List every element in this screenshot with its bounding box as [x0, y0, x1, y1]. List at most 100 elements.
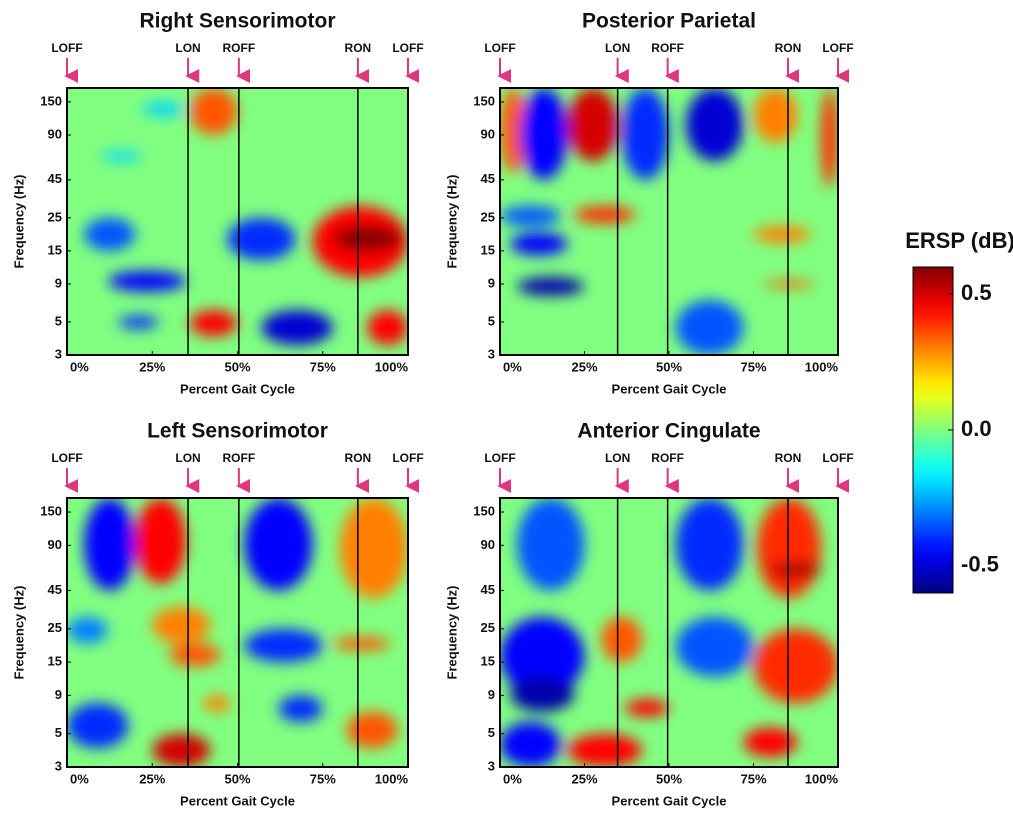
- y-tick-label: 45: [481, 171, 495, 186]
- x-axis-label: Percent Gait Cycle: [612, 793, 727, 808]
- heatmap-cell: [152, 606, 211, 644]
- y-axis-label: Frequency (Hz): [444, 175, 459, 269]
- x-tick-label: 25%: [139, 771, 165, 786]
- colorbar-tick-label: 0.0: [961, 416, 992, 441]
- heatmap-cell: [346, 711, 398, 749]
- heatmap-cell: [84, 217, 136, 251]
- heatmap-cell: [367, 310, 408, 346]
- y-tick-label: 3: [55, 346, 62, 361]
- y-tick-label: 5: [488, 313, 495, 328]
- heatmap-cell: [756, 498, 822, 599]
- event-label: RON: [775, 451, 802, 465]
- heatmap-cell: [84, 498, 136, 591]
- heatmap-cell: [500, 721, 561, 767]
- y-tick-label: 3: [488, 346, 495, 361]
- event-label: LOFF: [822, 41, 853, 55]
- y-tick-label: 5: [55, 313, 62, 328]
- event-label: LON: [175, 41, 200, 55]
- heatmap-cell: [500, 206, 561, 227]
- colorbar: [912, 266, 954, 594]
- y-tick-label: 25: [48, 209, 62, 224]
- event-label: LOFF: [392, 41, 423, 55]
- heatmap-cell: [821, 88, 838, 188]
- heatmap-cell: [753, 628, 838, 704]
- blobs: [67, 498, 408, 767]
- heatmap-cell: [332, 637, 391, 651]
- blobs: [84, 88, 408, 346]
- x-tick-label: 50%: [224, 359, 250, 374]
- chart-title: Left Sensorimotor: [147, 420, 328, 443]
- event-label: ROFF: [223, 451, 256, 465]
- heatmap-cell: [261, 310, 333, 346]
- x-tick-label: 0%: [503, 359, 522, 374]
- event-label: LOFF: [484, 451, 515, 465]
- chart-title: Right Sensorimotor: [139, 10, 335, 33]
- chart-title: Anterior Cingulate: [577, 420, 760, 443]
- x-axis-label: Percent Gait Cycle: [180, 793, 295, 808]
- heatmap-cell: [763, 280, 815, 288]
- y-tick-label: 90: [48, 126, 62, 141]
- event-label: RON: [775, 41, 802, 55]
- colorbar-title: ERSP (dB): [905, 228, 1013, 253]
- heatmap-cell: [169, 643, 221, 667]
- heatmap-cell: [339, 498, 408, 599]
- y-tick-label: 9: [488, 687, 495, 702]
- colorbar-tick-label: -0.5: [961, 552, 999, 577]
- x-tick-label: 75%: [740, 359, 766, 374]
- heatmap-cell: [500, 616, 585, 696]
- x-tick-label: 100%: [375, 771, 409, 786]
- event-label: LOFF: [51, 451, 82, 465]
- heatmap-cell: [625, 699, 670, 717]
- x-tick-label: 25%: [139, 359, 165, 374]
- x-tick-label: 100%: [805, 771, 839, 786]
- y-tick-label: 9: [55, 687, 62, 702]
- event-label: LOFF: [51, 41, 82, 55]
- y-axis-label: Frequency (Hz): [11, 586, 26, 680]
- x-tick-label: 25%: [571, 771, 597, 786]
- heatmap-cell: [189, 88, 238, 135]
- heatmap-cell: [101, 151, 143, 162]
- heatmap-cell: [332, 226, 402, 251]
- y-tick-label: 5: [488, 725, 495, 740]
- x-tick-label: 50%: [656, 771, 682, 786]
- heatmap-cell: [152, 733, 211, 767]
- x-tick-label: 50%: [656, 359, 682, 374]
- y-tick-label: 3: [488, 758, 495, 773]
- heatmap-cell: [500, 88, 528, 173]
- y-tick-label: 150: [473, 93, 495, 108]
- heatmap-cell: [142, 101, 187, 117]
- x-tick-label: 50%: [224, 771, 250, 786]
- heatmap-cell: [227, 217, 296, 261]
- heatmap-cell: [244, 498, 313, 591]
- heatmap-cell: [567, 88, 619, 162]
- event-label: LON: [605, 41, 630, 55]
- heatmap-cell: [516, 498, 585, 591]
- heatmap-cell: [189, 310, 238, 337]
- x-tick-label: 100%: [805, 359, 839, 374]
- y-tick-label: 150: [473, 503, 495, 518]
- event-label: RON: [345, 41, 372, 55]
- y-tick-label: 9: [55, 275, 62, 290]
- x-tick-label: 0%: [70, 771, 89, 786]
- event-label: LON: [175, 451, 200, 465]
- heatmap-cell: [743, 727, 798, 757]
- x-tick-label: 100%: [375, 359, 409, 374]
- heatmap-cell: [67, 616, 108, 644]
- y-tick-label: 15: [48, 654, 62, 669]
- event-label: LOFF: [484, 41, 515, 55]
- y-tick-label: 15: [481, 654, 495, 669]
- blobs: [500, 498, 838, 767]
- heatmap-cell: [510, 232, 568, 256]
- y-tick-label: 150: [40, 93, 62, 108]
- y-axis-label: Frequency (Hz): [444, 586, 459, 680]
- x-tick-label: 0%: [70, 359, 89, 374]
- x-tick-label: 0%: [503, 771, 522, 786]
- heatmap-cell: [675, 300, 744, 355]
- event-label: LOFF: [822, 451, 853, 465]
- heatmap-cell: [67, 703, 129, 749]
- heatmap-cell: [770, 561, 822, 578]
- heatmap-cell: [621, 88, 670, 180]
- y-tick-label: 25: [481, 620, 495, 635]
- x-axis-label: Percent Gait Cycle: [180, 381, 295, 396]
